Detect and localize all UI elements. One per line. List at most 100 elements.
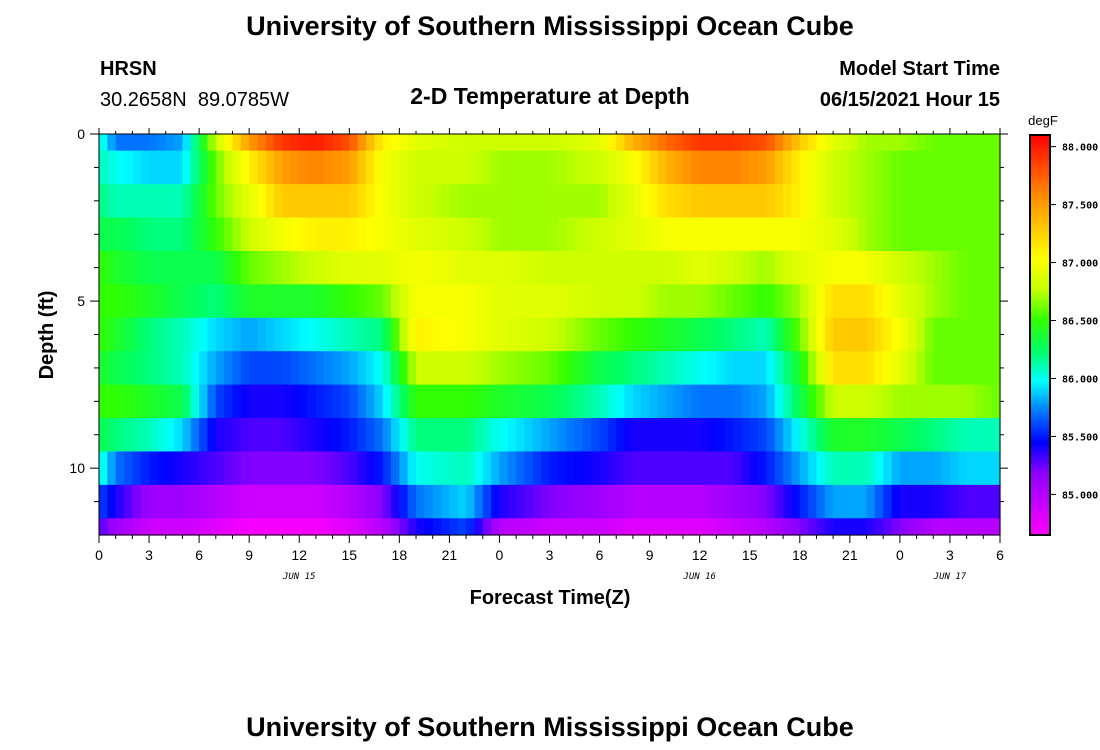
heatmap-cell: [783, 150, 793, 185]
heatmap-cell: [666, 150, 676, 185]
heatmap-cell: [274, 150, 284, 185]
heatmap-cell: [774, 384, 784, 419]
heatmap-cell: [933, 184, 943, 219]
heatmap-cell: [632, 250, 642, 285]
heatmap-cell: [758, 217, 767, 252]
heatmap-cell: [140, 484, 150, 519]
heatmap-cell: [416, 184, 425, 219]
heatmap-cell: [157, 250, 167, 285]
heatmap-cell: [199, 217, 209, 252]
heatmap-cell: [224, 150, 234, 185]
heatmap-cell: [224, 134, 234, 152]
heatmap-cell: [766, 518, 776, 536]
heatmap-cell: [99, 351, 108, 386]
heatmap-cell: [549, 384, 559, 419]
heatmap-cell: [899, 284, 909, 319]
heatmap-cell: [274, 250, 284, 285]
heatmap-cell: [691, 284, 701, 319]
heatmap-cell: [299, 217, 309, 252]
heatmap-cell: [265, 284, 275, 319]
heatmap-cell: [407, 134, 417, 152]
colorbar-tick-label: 87.500: [1062, 201, 1098, 212]
heatmap-cell: [190, 351, 200, 386]
heatmap-cell: [749, 351, 759, 386]
heatmap-cell: [891, 284, 901, 319]
heatmap-cell: [274, 217, 284, 252]
heatmap-cell: [466, 134, 476, 152]
heatmap-cell: [474, 418, 484, 453]
heatmap-cell: [874, 317, 884, 352]
heatmap-cell: [666, 518, 676, 536]
heatmap-cell: [924, 250, 934, 285]
heatmap-cell: [582, 484, 592, 519]
heatmap-cell: [140, 134, 150, 152]
heatmap-cell: [799, 217, 809, 252]
heatmap-cell: [165, 384, 175, 419]
heatmap-cell: [833, 351, 843, 386]
heatmap-cell: [983, 384, 993, 419]
heatmap-cell: [783, 451, 793, 486]
heatmap-cell: [257, 184, 267, 219]
heatmap-cell: [457, 317, 467, 352]
heatmap-cell: [274, 451, 284, 486]
heatmap-cell: [649, 217, 659, 252]
heatmap-cell: [157, 150, 167, 185]
heatmap-cell: [474, 250, 484, 285]
heatmap-cell: [240, 418, 250, 453]
heatmap-cell: [374, 484, 384, 519]
heatmap-cell: [766, 134, 776, 152]
heatmap-cell: [424, 451, 434, 486]
heatmap-cell: [816, 484, 826, 519]
heatmap-cell: [591, 184, 601, 219]
heatmap-cell: [574, 384, 584, 419]
heatmap-cell: [949, 217, 959, 252]
heatmap-cell: [315, 384, 325, 419]
heatmap-cell: [808, 284, 818, 319]
heatmap-cell: [708, 518, 717, 536]
heatmap-cell: [566, 184, 576, 219]
x-tick-label: 6: [596, 547, 604, 563]
heatmap-cell: [657, 284, 667, 319]
heatmap-cell: [532, 384, 542, 419]
heatmap-cell: [657, 317, 667, 352]
heatmap-cell: [849, 217, 859, 252]
heatmap-cell: [115, 217, 125, 252]
heatmap-cell: [390, 250, 400, 285]
heatmap-cell: [340, 384, 350, 419]
heatmap-cell: [182, 317, 192, 352]
heatmap-cell: [691, 418, 701, 453]
heatmap-cell: [849, 284, 859, 319]
heatmap-cell: [340, 484, 350, 519]
heatmap-cell: [933, 317, 943, 352]
heatmap-cell: [315, 351, 325, 386]
heatmap-cell: [349, 418, 359, 453]
heatmap-cell: [682, 351, 692, 386]
heatmap-cell: [849, 351, 859, 386]
heatmap-cell: [883, 351, 893, 386]
heatmap-cell: [924, 184, 934, 219]
heatmap-cell: [282, 451, 292, 486]
heatmap-cell: [466, 317, 476, 352]
heatmap-cell: [399, 217, 409, 252]
heatmap-cell: [691, 518, 701, 536]
heatmap-cell: [432, 484, 442, 519]
heatmap-cell: [566, 518, 576, 536]
heatmap-cell: [566, 351, 576, 386]
footer-title: University of Southern Mississippi Ocean…: [246, 712, 854, 742]
date-label: JUN 17: [933, 572, 967, 582]
heatmap-cell: [215, 451, 225, 486]
heatmap-cell: [149, 484, 158, 519]
heatmap-cell: [290, 134, 300, 152]
heatmap-cell: [399, 250, 409, 285]
heatmap-cell: [749, 518, 759, 536]
heatmap-cell: [99, 384, 108, 419]
heatmap-cell: [582, 184, 592, 219]
heatmap-cell: [849, 418, 859, 453]
heatmap-cell: [482, 217, 492, 252]
heatmap-cell: [774, 150, 784, 185]
heatmap-cell: [491, 351, 501, 386]
heatmap-cell: [833, 217, 843, 252]
heatmap-cell: [432, 150, 442, 185]
heatmap-cell: [349, 250, 359, 285]
heatmap-cell: [774, 217, 784, 252]
